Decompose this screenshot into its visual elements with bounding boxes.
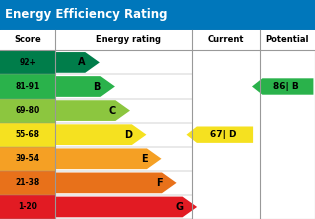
Text: Potential: Potential — [266, 35, 309, 44]
Text: Energy rating: Energy rating — [96, 35, 161, 44]
Bar — [0, 147, 55, 171]
Text: C: C — [109, 106, 116, 116]
Polygon shape — [252, 78, 313, 95]
Bar — [0, 171, 55, 195]
Bar — [0, 99, 55, 123]
Polygon shape — [55, 148, 162, 169]
Text: E: E — [141, 154, 147, 164]
Text: D: D — [124, 130, 133, 140]
Bar — [0, 30, 315, 50]
Polygon shape — [55, 76, 115, 97]
Bar — [0, 195, 55, 219]
Bar — [0, 50, 55, 74]
Bar — [0, 74, 55, 99]
Text: 55-68: 55-68 — [15, 130, 40, 139]
Polygon shape — [186, 127, 253, 143]
Bar — [0, 30, 315, 219]
Text: F: F — [156, 178, 163, 188]
Text: 39-54: 39-54 — [15, 154, 40, 163]
Text: Score: Score — [14, 35, 41, 44]
Text: Current: Current — [208, 35, 244, 44]
Bar — [0, 123, 55, 147]
Polygon shape — [55, 52, 100, 73]
Text: B: B — [94, 81, 101, 92]
Text: 67| D: 67| D — [210, 130, 236, 139]
Text: 86| B: 86| B — [273, 82, 299, 91]
Polygon shape — [55, 197, 197, 217]
Text: 92+: 92+ — [19, 58, 36, 67]
Polygon shape — [55, 124, 146, 145]
Text: 21-38: 21-38 — [15, 178, 40, 187]
Text: 1-20: 1-20 — [18, 202, 37, 212]
Bar — [0, 0, 315, 30]
Text: 69-80: 69-80 — [15, 106, 40, 115]
Text: Energy Efficiency Rating: Energy Efficiency Rating — [5, 8, 167, 21]
Polygon shape — [55, 173, 176, 193]
Text: A: A — [78, 57, 86, 67]
Text: G: G — [175, 202, 183, 212]
Polygon shape — [55, 100, 130, 121]
Text: 81-91: 81-91 — [15, 82, 40, 91]
